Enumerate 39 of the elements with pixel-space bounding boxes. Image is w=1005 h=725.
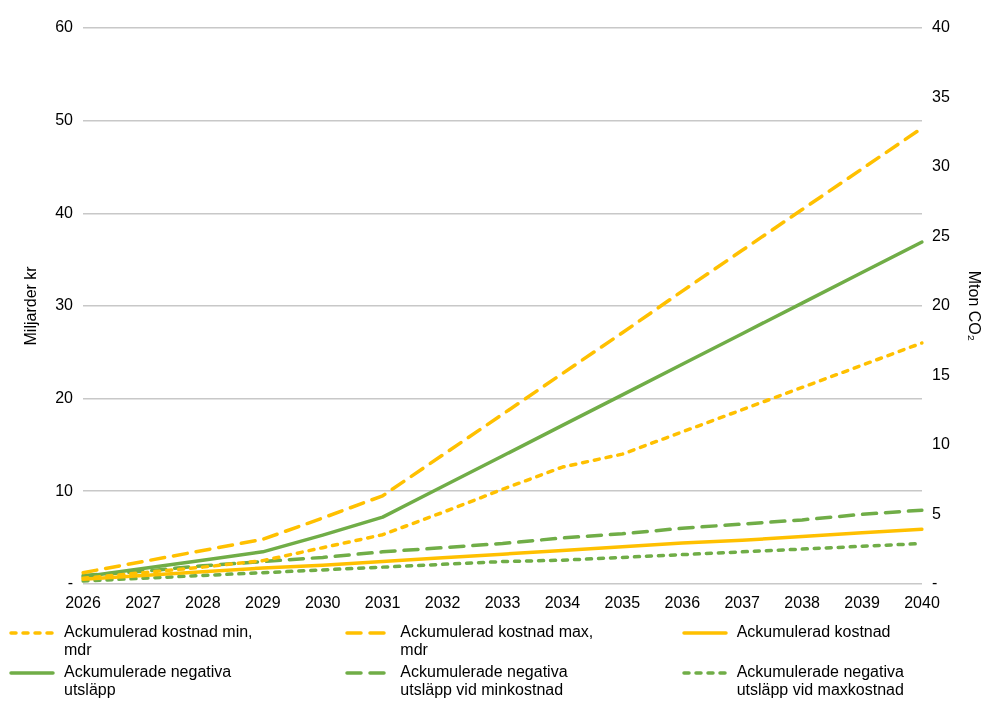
y-tick-label: 30 <box>55 296 74 314</box>
y-tick-label: 60 <box>55 18 74 36</box>
legend-label: Ackumulerade negativa utsläpp vid maxkostnad <box>736 663 905 699</box>
legend-label: Ackumulerad kostnad max, mdr <box>400 623 595 659</box>
x-tick-label: 2029 <box>244 593 281 611</box>
y2-tick-label: 30 <box>932 157 950 175</box>
y2-tick-label: 20 <box>932 296 950 314</box>
y2-tick-label: 15 <box>932 365 950 383</box>
y-axis-title: Miljarder kr <box>22 265 40 346</box>
legend-label: Ackumulerade negativa utsläpp <box>64 663 233 699</box>
legend-label: Ackumulerade negativa utsläpp vid minkostnad <box>400 663 569 699</box>
y2-tick-label: 35 <box>932 87 950 105</box>
y2-axis-title: Mton CO₂ <box>965 270 983 342</box>
legend-label: Ackumulerad kostnad <box>736 623 892 641</box>
y-tick-label: 40 <box>55 203 74 221</box>
x-tick-label: 2033 <box>484 593 521 611</box>
y-tick-label: 50 <box>55 111 74 129</box>
x-tick-label: 2037 <box>724 593 761 611</box>
x-tick-label: 2032 <box>424 593 461 611</box>
x-tick-label: 2030 <box>304 593 341 611</box>
x-tick-label: 2035 <box>604 593 641 611</box>
y-tick-label: 20 <box>55 388 74 406</box>
x-tick-label: 2031 <box>364 593 401 611</box>
x-tick-label: 2036 <box>664 593 701 611</box>
x-tick-label: 2040 <box>904 593 940 611</box>
x-tick-label: 2028 <box>185 593 221 611</box>
y2-tick-label: 10 <box>932 435 950 453</box>
x-tick-label: 2034 <box>544 593 581 611</box>
x-tick-label: 2038 <box>784 593 821 611</box>
legend-label: Ackumulerad kostnad min, mdr <box>64 623 254 659</box>
y-tick-label: 10 <box>55 481 74 499</box>
y-tick-label: - <box>67 574 73 592</box>
y2-tick-label: 5 <box>932 504 941 522</box>
x-tick-label: 2039 <box>844 593 880 611</box>
y2-tick-label: 40 <box>932 18 950 36</box>
y2-tick-label: 25 <box>932 226 950 244</box>
y2-tick-label: - <box>932 574 938 592</box>
x-tick-label: 2026 <box>65 593 101 611</box>
x-tick-label: 2027 <box>125 593 161 611</box>
